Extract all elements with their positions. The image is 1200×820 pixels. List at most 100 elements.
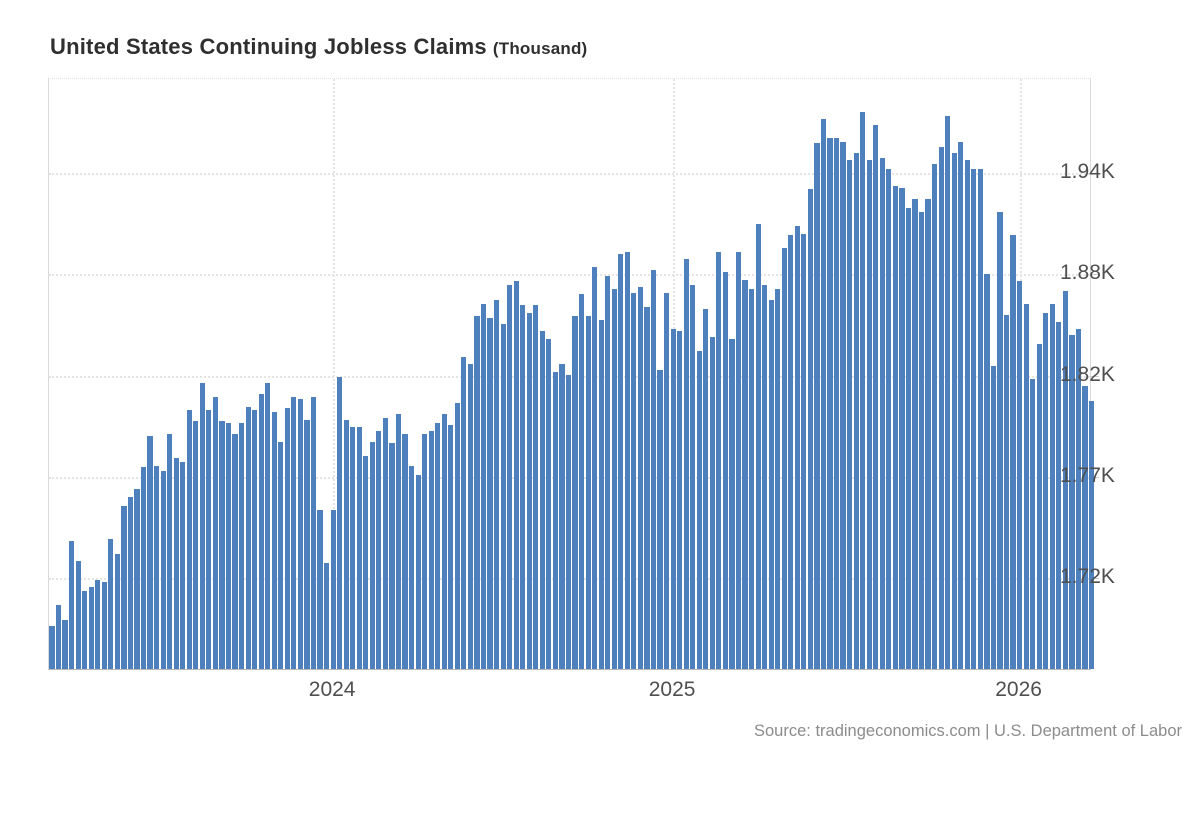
bar[interactable] <box>781 248 787 669</box>
bar[interactable] <box>343 419 349 669</box>
bar[interactable] <box>748 288 755 669</box>
bar[interactable] <box>154 465 160 669</box>
bar[interactable] <box>1003 314 1010 669</box>
bar[interactable] <box>448 425 454 669</box>
bar[interactable] <box>173 458 179 669</box>
bar[interactable] <box>206 410 212 669</box>
bar[interactable] <box>631 292 637 669</box>
bar[interactable] <box>533 305 539 669</box>
bar[interactable] <box>415 474 421 669</box>
bar[interactable] <box>337 377 343 669</box>
bar[interactable] <box>729 338 735 669</box>
bar[interactable] <box>493 299 500 669</box>
bar[interactable] <box>670 329 676 669</box>
bar[interactable] <box>101 581 107 669</box>
bar[interactable] <box>768 299 774 669</box>
bar[interactable] <box>193 421 199 669</box>
bar[interactable] <box>892 185 898 669</box>
bar[interactable] <box>1036 344 1042 669</box>
bar[interactable] <box>703 309 709 669</box>
bar[interactable] <box>95 579 101 669</box>
bar[interactable] <box>683 259 689 669</box>
bar[interactable] <box>239 423 245 669</box>
bar[interactable] <box>827 137 833 669</box>
bar[interactable] <box>1023 303 1029 669</box>
bar[interactable] <box>186 410 192 669</box>
bar[interactable] <box>990 366 997 669</box>
bar[interactable] <box>323 563 330 669</box>
bar[interactable] <box>977 169 983 669</box>
bar[interactable] <box>546 338 552 669</box>
bar[interactable] <box>408 465 415 669</box>
bar[interactable] <box>637 286 643 669</box>
bar[interactable] <box>422 434 428 669</box>
bar[interactable] <box>212 397 219 669</box>
bar[interactable] <box>225 423 232 669</box>
bar[interactable] <box>735 252 742 669</box>
bar[interactable] <box>722 272 728 669</box>
bar[interactable] <box>232 434 238 669</box>
bar[interactable] <box>879 158 885 669</box>
bar[interactable] <box>428 430 434 669</box>
bar[interactable] <box>951 152 957 669</box>
bar[interactable] <box>605 275 611 669</box>
bar[interactable] <box>696 351 702 669</box>
bar[interactable] <box>611 288 617 669</box>
bar[interactable] <box>644 307 650 669</box>
bar[interactable] <box>245 406 251 669</box>
bar[interactable] <box>382 417 389 669</box>
bar[interactable] <box>932 163 938 669</box>
bar[interactable] <box>624 252 630 669</box>
bar[interactable] <box>592 266 598 669</box>
bar[interactable] <box>304 419 310 669</box>
bar[interactable] <box>134 489 140 669</box>
bar[interactable] <box>794 226 800 669</box>
bar[interactable] <box>487 318 493 669</box>
bar[interactable] <box>507 285 513 669</box>
bar[interactable] <box>520 305 526 669</box>
bar[interactable] <box>984 274 990 669</box>
bar[interactable] <box>833 137 840 669</box>
bar[interactable] <box>899 187 905 669</box>
bar[interactable] <box>572 316 578 669</box>
bar[interactable] <box>886 169 892 669</box>
bar[interactable] <box>958 141 964 669</box>
bar[interactable] <box>127 496 134 669</box>
bar[interactable] <box>565 375 572 669</box>
bar[interactable] <box>578 294 585 669</box>
bar[interactable] <box>526 312 532 669</box>
bar[interactable] <box>291 397 297 669</box>
bar[interactable] <box>820 119 827 669</box>
bar[interactable] <box>559 364 565 669</box>
bar[interactable] <box>709 336 715 669</box>
bar[interactable] <box>461 356 467 669</box>
bar[interactable] <box>75 561 81 669</box>
bar[interactable] <box>539 331 545 669</box>
bar[interactable] <box>650 270 657 669</box>
bar[interactable] <box>840 141 846 669</box>
bar[interactable] <box>762 285 768 669</box>
bar[interactable] <box>860 112 866 669</box>
bar[interactable] <box>49 625 55 669</box>
bar[interactable] <box>454 402 460 669</box>
bar[interactable] <box>552 371 558 669</box>
bar[interactable] <box>618 253 624 669</box>
bar[interactable] <box>1049 303 1055 669</box>
bar[interactable] <box>474 316 480 669</box>
bar[interactable] <box>147 436 153 669</box>
bar[interactable] <box>938 147 944 669</box>
chart-plot-area[interactable] <box>48 78 1099 670</box>
bar[interactable] <box>389 443 395 669</box>
bar[interactable] <box>755 224 761 669</box>
bar[interactable] <box>971 169 977 669</box>
bar[interactable] <box>788 235 794 669</box>
bar[interactable] <box>356 426 362 669</box>
bar[interactable] <box>258 393 264 669</box>
bar[interactable] <box>1017 281 1023 669</box>
bar[interactable] <box>598 320 604 669</box>
bar[interactable] <box>997 211 1003 669</box>
bar[interactable] <box>55 605 62 669</box>
bar[interactable] <box>912 198 918 669</box>
bar[interactable] <box>945 115 951 669</box>
bar[interactable] <box>350 426 356 669</box>
